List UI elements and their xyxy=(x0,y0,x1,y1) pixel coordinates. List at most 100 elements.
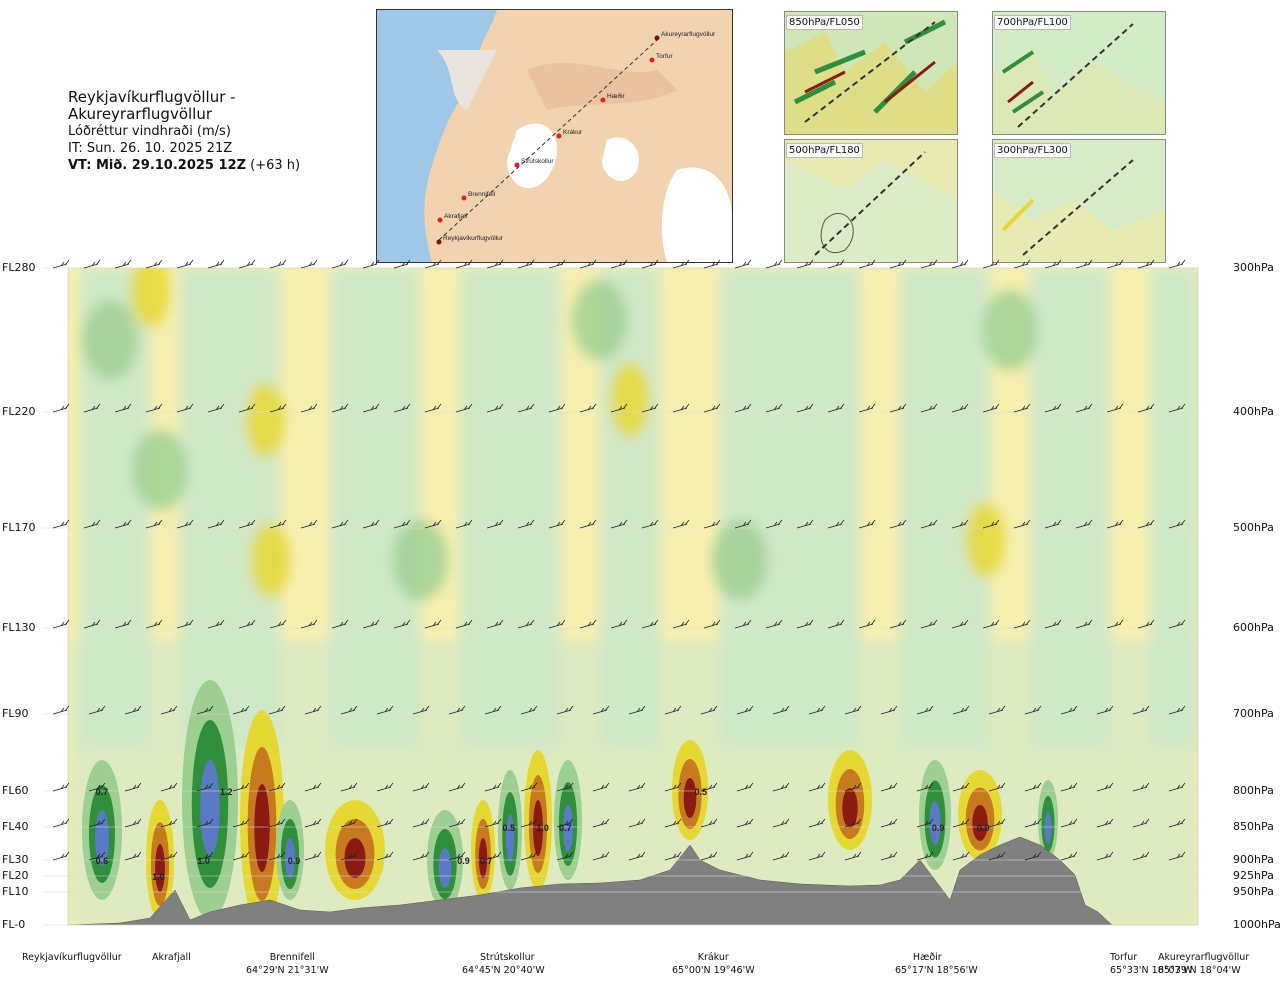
wind-barb xyxy=(703,619,721,629)
wind-barb xyxy=(1168,403,1186,413)
wind-barb xyxy=(455,519,473,529)
fl-label: FL90 xyxy=(2,707,29,720)
wind-barb xyxy=(176,403,194,413)
wind-barb xyxy=(988,851,1006,861)
wind-barb xyxy=(556,705,574,715)
valid-time-main: VT: Mið. 29.10.2025 12Z xyxy=(68,158,247,173)
wind-barb xyxy=(484,705,502,715)
wind-barb xyxy=(484,782,502,792)
wind-barb xyxy=(1075,619,1093,629)
wind-barb xyxy=(331,619,349,629)
wind-barb xyxy=(988,782,1006,792)
wind-barb xyxy=(196,818,214,828)
wind-barb xyxy=(808,782,826,792)
wind-barb xyxy=(331,519,349,529)
field-cell xyxy=(572,280,628,360)
contour-value-label: 0.9 xyxy=(288,856,301,866)
thumbnail-850hpa[interactable]: 850hPa/FL050 xyxy=(784,11,958,135)
wind-barb xyxy=(664,818,682,828)
fl-label: FL40 xyxy=(2,820,29,833)
wind-barb xyxy=(1044,403,1062,413)
plume-core xyxy=(683,778,697,818)
field-cell xyxy=(132,430,188,510)
wind-barb xyxy=(808,818,826,828)
field-cell xyxy=(245,382,285,458)
contour-value-label: 0.5 xyxy=(695,787,708,797)
wind-barb xyxy=(1060,782,1078,792)
wind-barb xyxy=(703,519,721,529)
thumbnail-300hpa[interactable]: 300hPa/FL300 xyxy=(992,139,1166,263)
wind-barb xyxy=(1044,259,1062,269)
wind-barb xyxy=(796,619,814,629)
wind-barb xyxy=(951,403,969,413)
wind-barb xyxy=(269,403,287,413)
wind-barb xyxy=(808,851,826,861)
wind-barb xyxy=(376,851,394,861)
wind-barb xyxy=(268,705,286,715)
wind-barb xyxy=(362,259,380,269)
wind-barb xyxy=(916,705,934,715)
wind-barb xyxy=(207,519,225,529)
wind-barb xyxy=(1106,519,1124,529)
wind-barb xyxy=(1132,818,1150,828)
wind-barb xyxy=(592,851,610,861)
wind-barb xyxy=(880,818,898,828)
pressure-label: 800hPa xyxy=(1233,784,1274,797)
wind-barb xyxy=(858,403,876,413)
wind-barb xyxy=(844,818,862,828)
map-route-point xyxy=(649,57,655,63)
field-cell xyxy=(392,520,448,600)
wind-barb xyxy=(916,818,934,828)
contour-value-label: 0.9 xyxy=(932,823,945,833)
wind-barb xyxy=(362,519,380,529)
wind-barb xyxy=(556,782,574,792)
map-route-point xyxy=(654,35,660,41)
terrain-profile xyxy=(68,836,1198,925)
map-point-label: Akureyrarflugvöllur xyxy=(661,31,716,38)
wind-barb xyxy=(1096,705,1114,715)
thumbnail-500hpa[interactable]: 500hPa/FL180 xyxy=(784,139,958,263)
wind-barb xyxy=(124,851,142,861)
location-name: Reykjavíkurflugvöllur xyxy=(22,952,122,963)
wind-barb xyxy=(664,851,682,861)
map-point-label: Krákur xyxy=(563,129,583,136)
thumbnail-700hpa[interactable]: 700hPa/FL100 xyxy=(992,11,1166,135)
wind-barb xyxy=(52,851,70,861)
wind-barb xyxy=(412,705,430,715)
map-route-point xyxy=(461,195,467,201)
wind-barb xyxy=(486,403,504,413)
wind-barb xyxy=(610,519,628,529)
pressure-label: 400hPa xyxy=(1233,405,1274,418)
wind-barb xyxy=(889,259,907,269)
location-label: Akureyrarflugvöllur 65°39'N 18°04'W xyxy=(1158,951,1249,977)
wind-barb xyxy=(952,818,970,828)
map-route-point xyxy=(556,133,562,139)
wind-barb xyxy=(610,619,628,629)
wind-barb xyxy=(83,519,101,529)
wind-barb xyxy=(455,259,473,269)
wind-barb xyxy=(160,782,178,792)
wind-barb xyxy=(858,619,876,629)
wind-barb xyxy=(448,782,466,792)
wind-barb xyxy=(827,259,845,269)
location-label: Torfur 65°33'N 18°07'W xyxy=(1110,951,1193,977)
wind-barb xyxy=(455,619,473,629)
wind-barb xyxy=(858,519,876,529)
location-label: Reykjavíkurflugvöllur xyxy=(22,951,122,964)
wind-barb xyxy=(1013,619,1031,629)
contour-value-label: 1.0 xyxy=(536,823,549,833)
pressure-label: 300hPa xyxy=(1233,261,1274,274)
wind-barb xyxy=(304,705,322,715)
location-name: Krákur xyxy=(697,952,729,963)
wind-barb xyxy=(145,519,163,529)
fl-label: FL10 xyxy=(2,885,29,898)
wind-barb xyxy=(1060,705,1078,715)
wind-barb xyxy=(982,619,1000,629)
location-coord: 64°45'N 20°40'W xyxy=(462,965,545,976)
wind-barb xyxy=(486,619,504,629)
wind-barb xyxy=(952,782,970,792)
plume-core xyxy=(1044,812,1052,844)
wind-barb xyxy=(641,619,659,629)
location-label: Brennifell 64°29'N 21°31'W xyxy=(246,951,329,977)
